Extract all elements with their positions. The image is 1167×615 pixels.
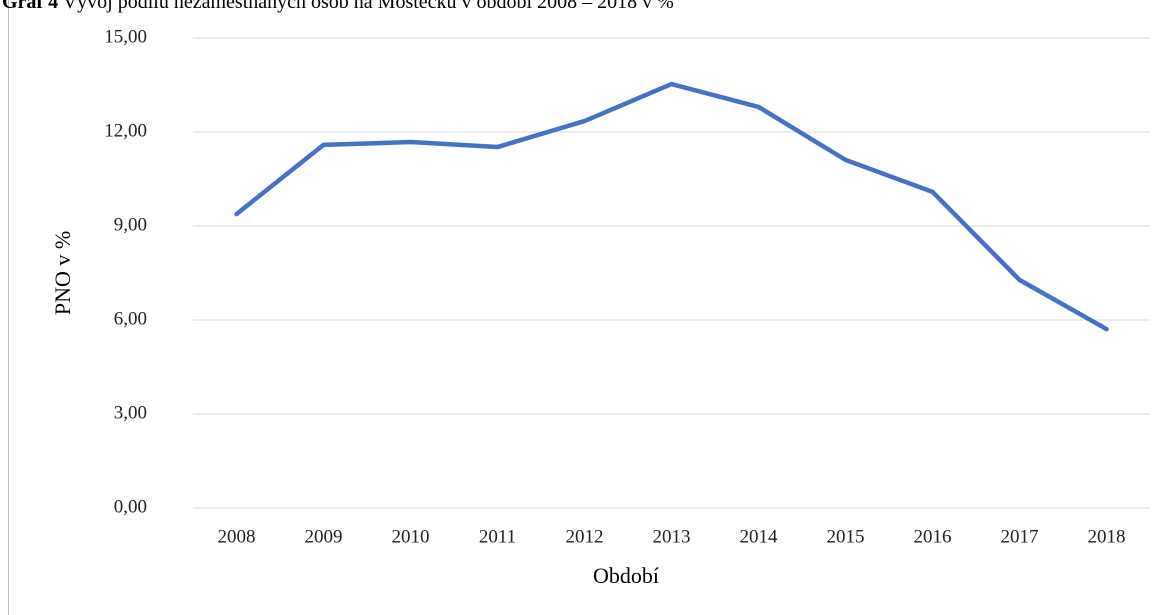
y-tick-label: 9,00: [114, 214, 147, 235]
data-line: [234, 81, 1109, 332]
x-tick-label: 2016: [914, 526, 952, 547]
x-tick-label: 2014: [740, 526, 779, 547]
x-tick-label: 2012: [566, 526, 604, 547]
x-tick-label: 2018: [1088, 526, 1126, 547]
chart-frame: [8, 0, 9, 615]
y-axis-label: PNO v %: [50, 231, 75, 315]
x-tick-label: 2017: [1001, 526, 1039, 547]
y-tick-label: 15,00: [104, 26, 147, 47]
x-tick-label: 2010: [392, 526, 430, 547]
chart-title: Graf 4 Vývoj podílu nezaměstnaných osob …: [2, 0, 674, 13]
x-tick-label: 2011: [479, 526, 516, 547]
y-tick-label: 0,00: [114, 496, 147, 517]
y-tick-label: 12,00: [104, 120, 147, 141]
x-tick-label: 2008: [218, 526, 256, 547]
x-tick-label: 2015: [827, 526, 865, 547]
title-text: Vývoj podílu nezaměstnaných osob na Most…: [63, 0, 674, 13]
x-tick-label: 2013: [653, 526, 691, 547]
x-tick-label: 2009: [305, 526, 343, 547]
x-axis-label: Období: [593, 563, 659, 588]
y-tick-label: 6,00: [114, 308, 147, 329]
y-tick-label: 3,00: [114, 402, 147, 423]
title-label: Graf 4: [2, 0, 58, 13]
